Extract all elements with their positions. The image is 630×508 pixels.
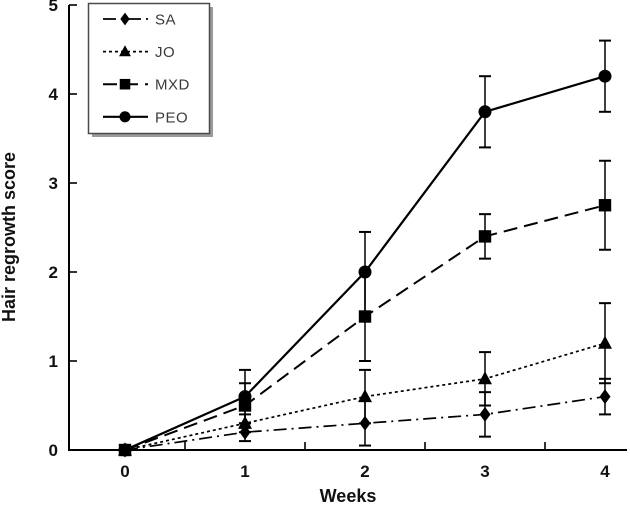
y-axis-title: Hair regrowth score	[0, 152, 19, 322]
y-tick-label: 1	[49, 352, 58, 371]
series-line	[124, 342, 606, 451]
x-tick-label: 0	[120, 462, 129, 481]
legend-box	[87, 2, 211, 135]
axes-line	[68, 5, 627, 451]
series-MXD	[118, 159, 612, 457]
y-tick-label: 0	[49, 441, 58, 460]
y-tick-label: 4	[49, 85, 59, 104]
legend-label: SA	[155, 12, 176, 29]
x-tick-label: 3	[480, 462, 489, 481]
x-tick-label: 1	[240, 462, 249, 481]
legend-item-JO: JO	[103, 44, 175, 61]
y-tick-label: 5	[49, 0, 58, 15]
x-tick-label: 4	[600, 462, 610, 481]
legend-label: PEO	[155, 109, 188, 126]
y-tick-label: 3	[49, 174, 58, 193]
legend-item-PEO: PEO	[103, 109, 188, 126]
y-tick-label: 2	[49, 263, 58, 282]
legend-label: JO	[155, 44, 175, 61]
series-line	[124, 395, 606, 451]
legend: SA JO MXD PEO	[87, 2, 213, 137]
x-tick-label: 2	[360, 462, 369, 481]
x-axis-title: Weeks	[320, 486, 377, 506]
legend-item-MXD: MXD	[103, 77, 190, 94]
plot-area: 0 1 2 3 4 5 0 1 2 3 4 SA JO MXD PEO	[49, 0, 627, 481]
legend-label: MXD	[155, 77, 190, 94]
series-JO	[118, 302, 612, 456]
legend-item-SA: SA	[103, 12, 176, 29]
